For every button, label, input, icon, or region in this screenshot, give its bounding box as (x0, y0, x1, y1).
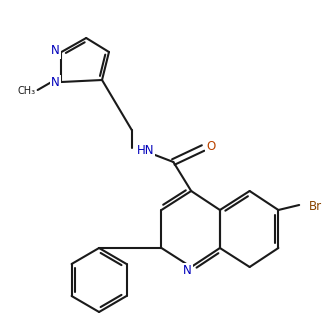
Text: N: N (51, 77, 60, 90)
Text: O: O (206, 139, 215, 152)
Text: N: N (183, 264, 192, 278)
Text: HN: HN (137, 145, 154, 158)
Text: N: N (51, 44, 60, 57)
Text: Br: Br (309, 199, 322, 212)
Text: CH₃: CH₃ (18, 86, 36, 96)
